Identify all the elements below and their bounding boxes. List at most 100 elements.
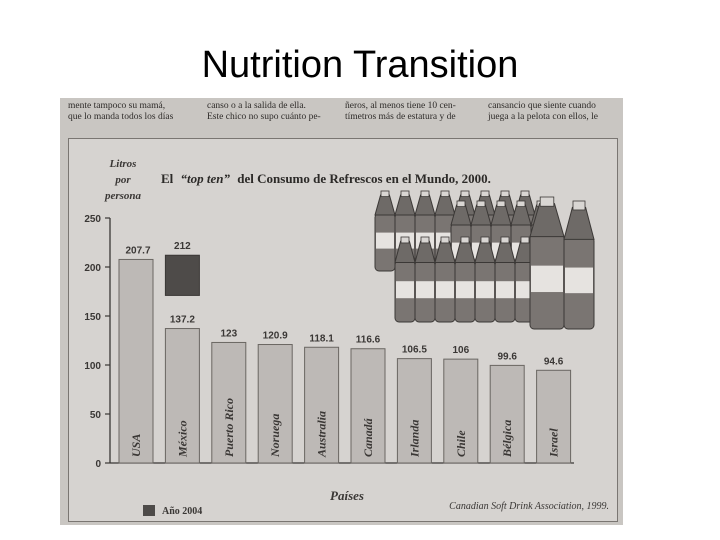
page-text-line: canso o a la salida de ella. (207, 101, 306, 111)
bottle-cap (380, 190, 390, 197)
y-axis-label-line: Litros (109, 158, 137, 170)
y-tick-label: 100 (84, 361, 101, 372)
x-category-label: Puerto Rico (222, 398, 236, 457)
bottle-label (416, 281, 434, 299)
chart-title-part: El (161, 171, 174, 186)
x-category-label: México (175, 420, 189, 458)
x-category-label: Chile (454, 430, 468, 457)
bar-value-label: 137.2 (170, 315, 195, 326)
x-category-label: Israel (547, 428, 561, 458)
bottle-icon (374, 190, 396, 272)
bar-value-label: 99.6 (497, 351, 517, 362)
bar-value-label: 116.6 (356, 335, 381, 346)
bottle-neck (563, 206, 595, 240)
x-category-label: Canadá (361, 417, 375, 457)
y-tick-label: 0 (95, 459, 101, 470)
soda-bottles-illustration (374, 190, 595, 330)
page-text-line: Este chico no supo cuánto pe- (207, 112, 321, 122)
bar (118, 258, 154, 464)
bottle-label (436, 281, 454, 299)
bottle-neck (414, 194, 436, 216)
y-tick-label: 250 (84, 214, 101, 225)
x-category-label: USA (129, 434, 143, 457)
bottle-icon (529, 196, 565, 330)
bottle-label (531, 265, 563, 293)
bar (257, 344, 293, 464)
y-tick-label: 50 (90, 410, 102, 421)
bar (396, 358, 432, 464)
bar-value-label: 118.1 (309, 333, 334, 344)
bottle-neck (394, 194, 416, 216)
bottle-icon (494, 236, 516, 323)
bar (443, 358, 479, 464)
slide-title: Nutrition Transition (201, 44, 519, 86)
chart-panel: Litros por persona El “top ten” del Cons… (68, 138, 618, 522)
bottle-cap (440, 236, 450, 244)
legend-label: Año 2004 (162, 506, 202, 517)
page-text-line: que lo manda todos los días (68, 112, 174, 122)
bar-chart: Litros por persona El “top ten” del Cons… (84, 158, 609, 517)
page-text-col3: ñeros, al menos tiene 10 cen- tímetros m… (345, 101, 456, 123)
bar-value-label: 123 (220, 328, 237, 339)
bar-value-label: 106.5 (402, 345, 427, 356)
bottle-cap (400, 190, 410, 197)
bottle-icon (414, 236, 436, 323)
bar (164, 328, 200, 464)
bottle-label (565, 267, 593, 294)
bar-value-label: 94.6 (544, 356, 564, 367)
bottle-icon (474, 236, 496, 323)
bottle-cap (539, 196, 555, 207)
bar (211, 341, 247, 464)
page-text-line: ñeros, al menos tiene 10 cen- (345, 101, 456, 111)
bars-group: 207.7 USA 137.2 México 212 123 Puerto Rico 120.… (118, 241, 572, 464)
bottle-icon (434, 236, 456, 323)
bottle-cap (500, 236, 510, 244)
bottle-cap (456, 200, 466, 207)
x-category-label: Irlanda (407, 420, 421, 458)
bottle-label (396, 281, 414, 299)
x-category-label: Noruega (268, 414, 282, 458)
bottle-neck (434, 194, 456, 216)
bottle-icon (454, 236, 476, 323)
page-text-col2: canso o a la salida de ella. Este chico … (207, 101, 321, 123)
bottle-cap (420, 190, 430, 197)
legend-swatch (143, 505, 155, 516)
bar (304, 346, 340, 464)
chart-title: El “top ten” del Consumo de Refrescos en… (161, 171, 491, 186)
page-text-line: cansancio que siente cuando (488, 101, 596, 111)
bottle-cap (400, 236, 410, 244)
bottle-cap (500, 190, 510, 197)
bottle-cap (476, 200, 486, 207)
bottle-cap (520, 190, 530, 197)
bottle-label (456, 281, 474, 299)
chart-title-part: del Consumo de Refrescos en el Mundo, 20… (237, 171, 491, 186)
bottle-neck (374, 194, 396, 216)
bottle-label (376, 232, 394, 249)
bottle-icon (394, 236, 416, 323)
bottle-cap (520, 236, 530, 244)
chart-photo: mente tampoco su mamá, que lo manda todo… (60, 98, 623, 525)
page-text-line: juega a la pelota con ellos, le (488, 112, 598, 122)
x-axis-label: Países (330, 488, 364, 503)
bottle-label (496, 281, 514, 299)
x-category-label: Australia (315, 411, 329, 458)
y-tick-label: 200 (84, 263, 101, 274)
bar (489, 364, 525, 464)
page-text-col4: cansancio que siente cuando juega a la p… (488, 101, 598, 123)
source-note: Canadian Soft Drink Association, 1999. (449, 501, 609, 512)
bar-value-label: 106 (452, 345, 469, 356)
bottle-cap (516, 200, 526, 207)
bottle-cap (440, 190, 450, 197)
bottle-label (476, 281, 494, 299)
x-category-label: Bélgica (500, 420, 514, 458)
y-axis-label-line: por (114, 174, 131, 186)
bottle-cap (480, 236, 490, 244)
bottle-icon (563, 200, 595, 330)
page-text-line: tímetros más de estatura y de (345, 112, 456, 122)
bottle-cap (420, 236, 430, 244)
highlight-value-label: 212 (174, 241, 191, 252)
bottle-cap (460, 190, 470, 197)
y-axis-label-line: persona (104, 190, 142, 202)
page-text-col1: mente tampoco su mamá, que lo manda todo… (68, 101, 173, 123)
page-text-line: mente tampoco su mamá, (68, 101, 166, 111)
